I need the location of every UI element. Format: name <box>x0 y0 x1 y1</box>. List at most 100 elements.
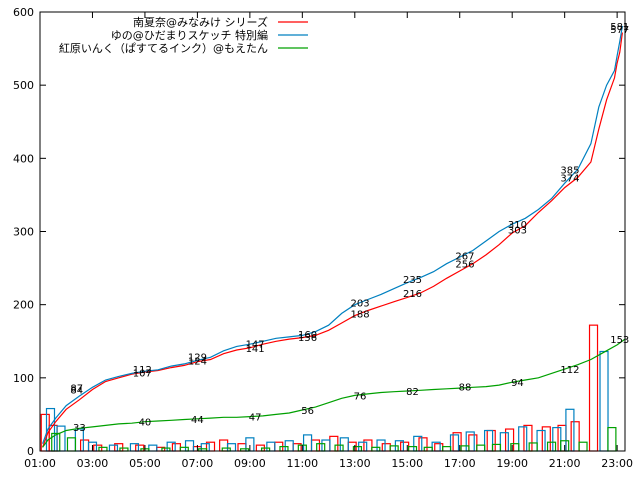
bar <box>468 434 478 452</box>
bar <box>371 446 381 452</box>
x-tick-label: 19:00 <box>496 457 528 470</box>
data-label: 47 <box>249 413 262 424</box>
data-label: 385 <box>560 165 579 176</box>
data-label: 40 <box>139 418 152 429</box>
data-label: 141 <box>246 344 265 355</box>
data-label: 56 <box>301 406 314 417</box>
bar <box>339 437 349 452</box>
bar <box>184 440 195 452</box>
bar <box>135 444 145 452</box>
x-tick-label: 05:00 <box>129 457 161 470</box>
data-label: 303 <box>508 225 527 236</box>
bar <box>56 425 66 452</box>
data-label: 235 <box>403 275 422 286</box>
bar <box>499 432 509 452</box>
x-tick-label: 03:00 <box>77 457 109 470</box>
bar <box>98 446 108 452</box>
bar <box>266 441 276 452</box>
bar <box>565 408 575 452</box>
data-label: 147 <box>246 339 265 350</box>
data-label: 33 <box>73 423 86 434</box>
data-label: 124 <box>188 356 207 367</box>
data-label: 256 <box>455 260 474 271</box>
bar <box>219 439 229 452</box>
data-label: 153 <box>610 335 629 346</box>
bar <box>460 445 470 452</box>
data-label: 267 <box>455 252 474 263</box>
data-label: 216 <box>403 289 422 300</box>
bar <box>108 444 119 452</box>
data-label: 87 <box>70 383 83 394</box>
bar <box>389 445 399 452</box>
data-label: 107 <box>133 369 152 380</box>
bar <box>570 421 580 452</box>
y-tick-label: 300 <box>13 226 34 239</box>
bar <box>79 439 90 452</box>
bar <box>381 443 391 452</box>
bar <box>418 437 428 452</box>
x-tick-label: 07:00 <box>182 457 214 470</box>
bar <box>523 424 533 452</box>
bar <box>483 429 494 452</box>
series-line <box>42 32 623 448</box>
series-line <box>42 338 626 448</box>
bar <box>407 446 418 452</box>
x-tick-label: 09:00 <box>234 457 266 470</box>
bar <box>316 443 326 452</box>
bar <box>179 446 189 452</box>
bar <box>588 324 599 452</box>
bar <box>434 443 444 452</box>
bar <box>93 444 103 452</box>
data-label: 374 <box>560 173 579 184</box>
bar <box>449 434 460 452</box>
y-tick-label: 200 <box>13 299 34 312</box>
x-tick-label: 13:00 <box>339 457 371 470</box>
data-label: 76 <box>354 391 367 402</box>
data-label: 82 <box>406 387 419 398</box>
data-label: 94 <box>511 378 524 389</box>
data-label: 203 <box>350 298 369 309</box>
bar-series-layer <box>40 324 617 452</box>
bar <box>528 442 538 452</box>
bar <box>148 444 158 452</box>
bar <box>302 434 313 452</box>
legend-entry-label: ゆの@ひだまりスケッチ 特別編 <box>111 28 268 42</box>
data-label: 112 <box>560 365 579 376</box>
bar <box>413 435 423 452</box>
legend-entry-label: 紅原いんく（ぱすてるインク）@もえたん <box>59 42 268 55</box>
bar <box>376 439 386 452</box>
x-tick-label: 17:00 <box>444 457 476 470</box>
axis-ticks-layer: 0 100 200 300 400 500 600 01:00 03:00 05:00 07:00 0… <box>13 6 633 470</box>
bar <box>536 429 546 452</box>
bar <box>599 350 609 452</box>
data-label: 88 <box>459 383 472 394</box>
bar <box>491 443 502 452</box>
x-tick-label: 15:00 <box>391 457 423 470</box>
bar <box>321 439 331 452</box>
x-tick-label: 21:00 <box>549 457 581 470</box>
bar <box>200 443 210 452</box>
legend-entry-label: 南夏奈@みなみけ シリーズ <box>133 15 268 29</box>
series-line <box>42 25 623 444</box>
bar <box>237 443 247 452</box>
bar <box>486 429 496 452</box>
data-label: 84 <box>70 386 83 397</box>
bar <box>226 443 237 452</box>
y-tick-label: 500 <box>13 79 34 92</box>
data-label: 156 <box>298 333 317 344</box>
bar <box>607 426 617 452</box>
y-tick-label: 100 <box>13 372 34 385</box>
bar <box>66 437 77 452</box>
x-tick-label: 11:00 <box>286 457 318 470</box>
data-label: 129 <box>188 353 207 364</box>
line-series-layer <box>42 25 626 448</box>
data-label: 160 <box>298 330 317 341</box>
y-tick-label: 0 <box>27 445 34 458</box>
data-label: 581 <box>610 22 629 33</box>
data-label: 188 <box>350 309 369 320</box>
y-tick-label: 400 <box>13 152 34 165</box>
bar <box>552 426 562 452</box>
